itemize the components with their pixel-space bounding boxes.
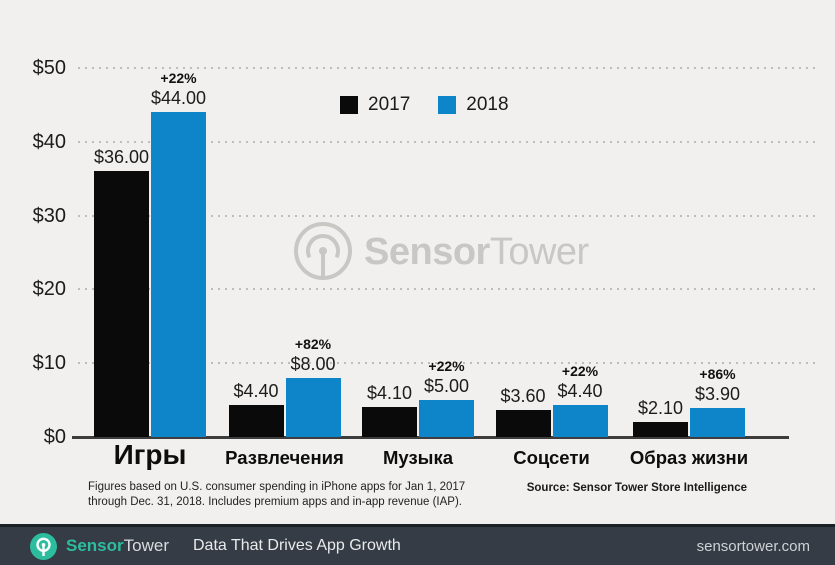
footnote-line-2: through Dec. 31, 2018. Includes premium … <box>88 496 462 508</box>
bar-2017-4 <box>495 410 551 437</box>
bar-2018-3 <box>419 400 474 437</box>
value-label-2018-5: $3.90 <box>694 384 741 405</box>
chart-legend: 2017 2018 <box>340 94 509 116</box>
value-label-2017-5: $2.10 <box>637 397 684 418</box>
source-credit: Source: Sensor Tower Store Intelligence <box>526 482 747 494</box>
category-label-4: Соцсети <box>513 447 590 468</box>
watermark: SensorTower <box>292 221 589 283</box>
footer-brand-light: Tower <box>123 536 169 555</box>
y-axis-tick: $20 <box>32 278 66 301</box>
sensortower-logo-icon <box>294 222 352 280</box>
pct-change-label-2: +82% <box>294 335 332 352</box>
bar-2018-5 <box>690 408 745 437</box>
pct-change-label-1: +22% <box>160 70 197 87</box>
legend-swatch-2017 <box>340 96 358 114</box>
footer-tagline: Data That Drives App Growth <box>193 537 401 554</box>
y-axis-tick: $40 <box>32 130 66 153</box>
gridline-$20 <box>78 288 818 291</box>
gridline-$50 <box>78 67 818 69</box>
value-label-2017-2: $4.40 <box>233 380 279 401</box>
bar-2017-5 <box>633 421 688 437</box>
gridline-$10 <box>78 362 818 365</box>
bar-2018-2 <box>285 377 341 437</box>
value-label-2018-3: $5.00 <box>423 376 470 397</box>
value-label-2017-3: $4.10 <box>366 382 413 403</box>
pct-change-label-4: +22% <box>561 362 599 379</box>
y-axis-tick: $50 <box>32 57 66 79</box>
x-axis-line <box>72 436 789 439</box>
bar-2018-4 <box>552 404 608 437</box>
y-axis-tick: $0 <box>43 426 66 448</box>
gridline-$30 <box>78 214 818 217</box>
bar-2017-1 <box>94 171 149 437</box>
footer-brand: SensorTower <box>66 536 169 556</box>
category-label-3: Музыка <box>383 447 453 468</box>
category-label-5: Образ жизни <box>629 447 749 468</box>
value-label-2018-1: $44.00 <box>150 88 207 109</box>
legend-swatch-2018 <box>438 96 457 114</box>
footer-url: sensortower.com <box>696 537 810 555</box>
value-label-2018-2: $8.00 <box>290 353 336 374</box>
sensortower-footer-logo-icon <box>30 532 57 560</box>
bar-2017-2 <box>228 404 284 437</box>
legend-label-2017: 2017 <box>368 94 411 115</box>
legend-item-2018: 2018 <box>438 94 509 116</box>
gridline-$40 <box>78 140 818 143</box>
value-label-2017-4: $3.60 <box>500 386 546 407</box>
category-label-1: Игры <box>113 439 187 470</box>
footer-bar: SensorTower Data That Drives App Growth … <box>0 524 835 565</box>
footnote-line-1: Figures based on U.S. consumer spending … <box>88 481 466 493</box>
pct-change-label-5: +86% <box>699 366 736 383</box>
legend-label-2018: 2018 <box>466 94 509 115</box>
footer-brand-bold: Sensor <box>66 536 124 555</box>
value-label-2017-1: $36.00 <box>93 147 150 168</box>
bar-2017-3 <box>362 406 417 437</box>
footnote: Figures based on U.S. consumer spending … <box>88 480 465 510</box>
watermark-brand-light: Tower <box>489 230 589 273</box>
value-label-2018-4: $4.40 <box>557 380 603 401</box>
pct-change-label-3: +22% <box>428 358 465 375</box>
legend-item-2017: 2017 <box>340 94 410 116</box>
y-axis-tick: $30 <box>32 204 66 227</box>
watermark-text: SensorTower <box>364 231 589 274</box>
watermark-brand-bold: Sensor <box>364 230 490 273</box>
bar-2018-1 <box>151 112 206 437</box>
y-axis-tick: $10 <box>32 352 66 375</box>
category-label-2: Развлечения <box>225 447 344 468</box>
